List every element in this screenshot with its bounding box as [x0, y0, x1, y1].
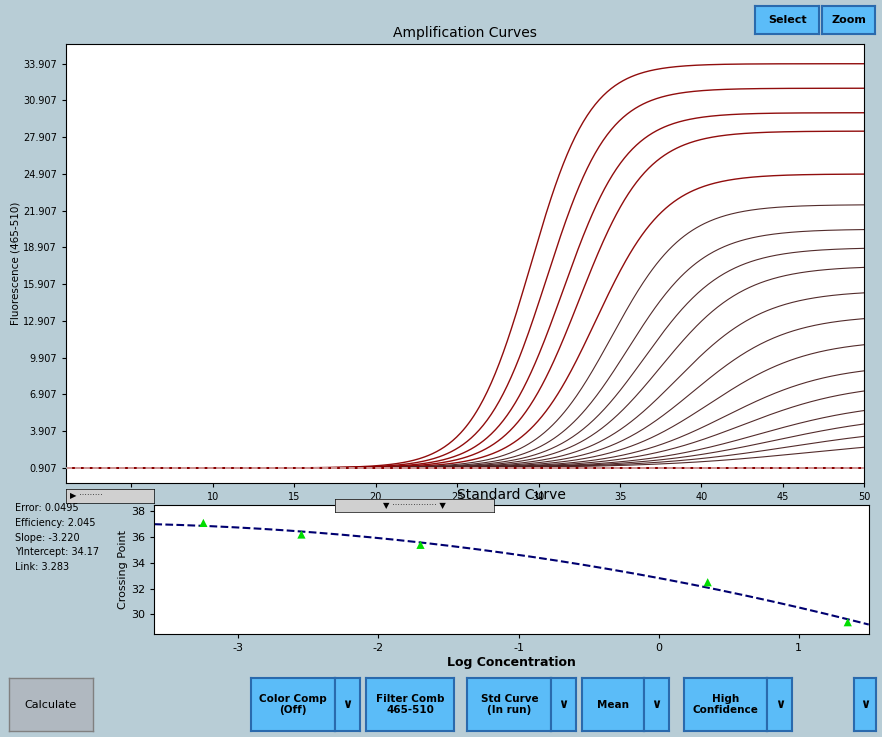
Point — [295, 528, 309, 540]
Text: ▼ ················· ▼: ▼ ················· ▼ — [383, 501, 446, 510]
Point — [841, 616, 855, 628]
Point — [414, 539, 428, 551]
Text: Std Curve
(In run): Std Curve (In run) — [481, 694, 538, 716]
Point — [700, 576, 714, 588]
Text: Filter Comb
465-510: Filter Comb 465-510 — [376, 694, 445, 716]
Text: Calculate: Calculate — [25, 699, 77, 710]
Y-axis label: Crossing Point: Crossing Point — [118, 530, 129, 609]
Title: Standard Curve: Standard Curve — [457, 489, 566, 503]
Point — [197, 517, 211, 529]
X-axis label: Log Concentration: Log Concentration — [447, 656, 576, 668]
Text: Color Comp
(Off): Color Comp (Off) — [259, 694, 327, 716]
Text: ∨: ∨ — [774, 698, 785, 711]
Title: Amplification Curves: Amplification Curves — [393, 27, 537, 41]
Text: ∨: ∨ — [558, 698, 569, 711]
Text: High
Confidence: High Confidence — [692, 694, 759, 716]
Text: ∨: ∨ — [860, 698, 870, 711]
X-axis label: Cycles: Cycles — [443, 505, 488, 517]
Y-axis label: Fluorescence (465-510): Fluorescence (465-510) — [11, 202, 20, 325]
Text: Error: 0.0495
Efficiency: 2.045
Slope: -3.220
YIntercept: 34.17
Link: 3.283: Error: 0.0495 Efficiency: 2.045 Slope: -… — [14, 503, 99, 572]
Text: ▶ ·········: ▶ ········· — [70, 492, 102, 500]
Text: ∨: ∨ — [651, 698, 662, 711]
Text: ∨: ∨ — [342, 698, 353, 711]
Text: Zoom: Zoom — [831, 15, 866, 25]
Text: Select: Select — [768, 15, 806, 25]
Text: Mean: Mean — [597, 699, 629, 710]
